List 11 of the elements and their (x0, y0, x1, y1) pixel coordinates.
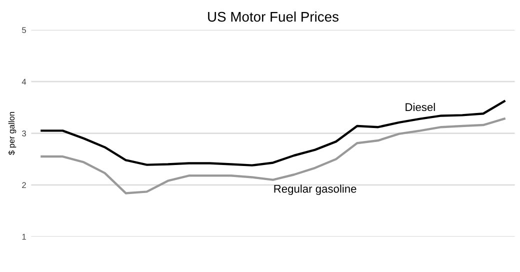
line-series (40, 100, 506, 166)
series-label: Regular gasoline (274, 184, 356, 195)
line-series (40, 118, 506, 194)
y-tick-label: 3 (22, 130, 26, 136)
y-axis-title: $ per gallon (8, 112, 16, 155)
chart-title: US Motor Fuel Prices (208, 12, 338, 22)
y-tick-label: 2 (22, 182, 26, 188)
y-tick-label: 1 (22, 234, 26, 240)
series-label: Diesel (406, 102, 435, 112)
y-tick-label: 5 (22, 27, 26, 34)
y-tick-label: 4 (22, 78, 26, 85)
